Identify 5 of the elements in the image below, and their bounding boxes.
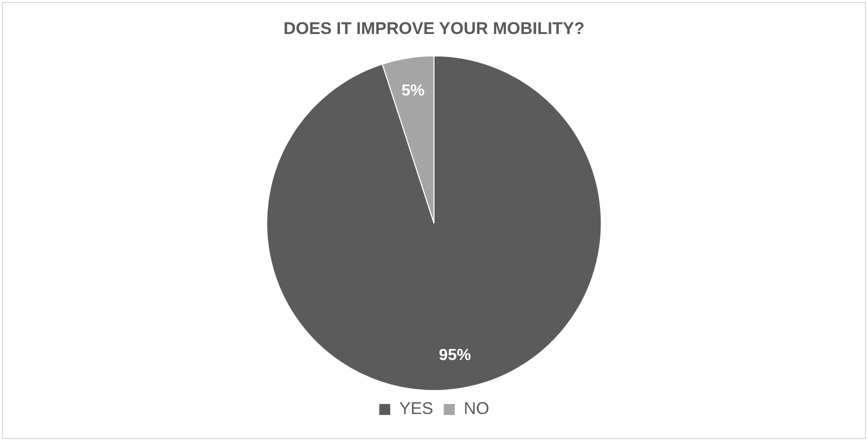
data-label: 95% [438, 346, 471, 364]
data-label: 5% [402, 82, 425, 100]
legend-label: YES [399, 399, 434, 418]
chart-title: DOES IT IMPROVE YOUR MOBILITY? [284, 18, 584, 38]
legend-label: NO [464, 399, 490, 418]
